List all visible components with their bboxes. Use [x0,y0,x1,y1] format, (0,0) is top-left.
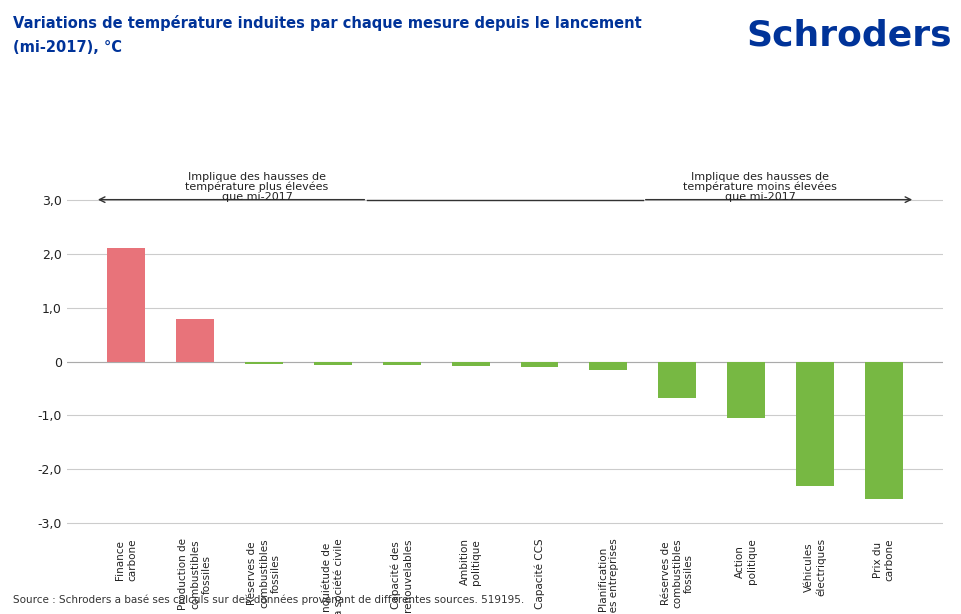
Bar [727,362,764,418]
Bar [382,362,420,365]
Bar [451,362,489,367]
Text: que mi-2017: que mi-2017 [221,192,292,202]
Text: Implique des hausses de: Implique des hausses de [690,173,828,182]
Text: température moins élevées: température moins élevées [682,182,836,192]
Text: Variations de température induites par chaque mesure depuis le lancement: Variations de température induites par c… [12,15,641,31]
Text: Schroders: Schroders [746,18,951,52]
Bar [107,248,145,362]
Text: (mi-2017), °C: (mi-2017), °C [12,40,121,55]
Bar [657,362,696,398]
Text: Source : Schroders a basé ses calculs sur des données provenant de différentes s: Source : Schroders a basé ses calculs su… [12,594,523,605]
Text: température plus élevées: température plus élevées [185,182,329,192]
Bar [589,362,627,370]
Bar [313,362,352,365]
Bar [796,362,833,486]
Bar [520,362,558,367]
Text: que mi-2017: que mi-2017 [724,192,795,202]
Text: Implique des hausses de: Implique des hausses de [187,173,326,182]
Bar [864,362,902,499]
Bar [245,362,283,363]
Bar [176,319,213,362]
